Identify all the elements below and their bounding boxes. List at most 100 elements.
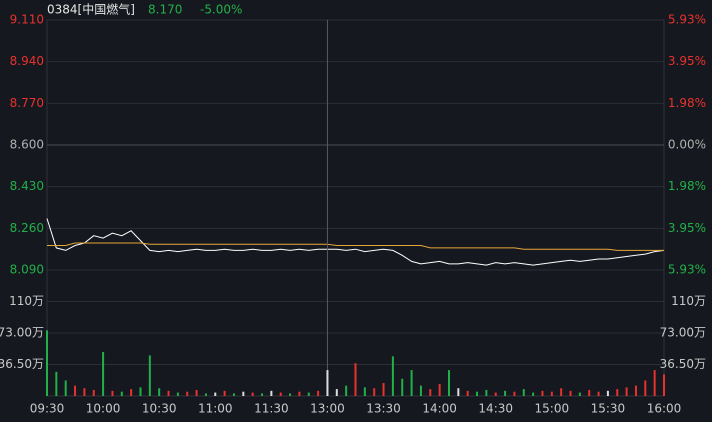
y2-tick-label: 110万 — [671, 294, 706, 308]
volume-bar — [363, 387, 366, 396]
x-tick-label: 15:00 — [535, 402, 570, 416]
x-tick-label: 09:30 — [30, 402, 65, 416]
volume-bar — [139, 387, 142, 396]
volume-bar — [92, 389, 95, 396]
volume-bar — [83, 388, 86, 396]
y-tick-label: 8.770 — [10, 96, 44, 110]
volume-bar — [663, 374, 665, 396]
y2-tick-label: 3.95% — [668, 54, 706, 68]
volume-bar — [541, 390, 544, 396]
volume-bar — [214, 392, 217, 396]
x-tick-label: 13:00 — [310, 402, 345, 416]
y-tick-label: 8.430 — [10, 179, 44, 193]
volume-bar — [494, 392, 497, 396]
volume-bar — [634, 385, 637, 396]
volume-bar — [597, 391, 600, 396]
y2-tick-label: 0.00% — [668, 138, 706, 152]
price-line — [47, 242, 664, 251]
volume-bar — [429, 389, 432, 396]
volume-bar — [354, 363, 357, 396]
volume-bar — [401, 378, 404, 396]
volume-bar — [279, 392, 282, 396]
y-tick-label: 8.090 — [10, 263, 44, 277]
volume-bar — [204, 393, 207, 396]
y-tick-label: 8.940 — [10, 54, 44, 68]
volume-bar — [382, 383, 385, 396]
x-tick-label: 11:30 — [254, 402, 289, 416]
plot-frame — [46, 19, 665, 397]
volume-bar — [410, 370, 413, 396]
volume-bar — [298, 391, 301, 396]
volume-bar — [289, 393, 292, 396]
volume-bar — [102, 351, 105, 396]
volume-bar — [560, 388, 563, 396]
x-tick-label: 11:00 — [198, 402, 233, 416]
volume-bar — [232, 393, 235, 396]
volume-bar — [195, 389, 198, 396]
y2-tick-label: 73.00万 — [660, 326, 706, 340]
volume-bar — [130, 389, 133, 396]
volume-bar — [64, 380, 67, 396]
volume-bar — [513, 391, 516, 396]
y-tick-label: 73.00万 — [0, 326, 44, 340]
volume-bar — [55, 371, 58, 396]
stock-name: 0384[中国燃气] — [47, 2, 135, 17]
y2-tick-label: 3.95% — [668, 221, 706, 235]
volume-bar — [46, 330, 48, 396]
volume-bar — [504, 390, 507, 396]
volume-bar — [242, 391, 245, 396]
x-tick-label: 14:30 — [478, 402, 513, 416]
price-line — [46, 218, 665, 266]
volume-bar — [550, 391, 553, 396]
x-tick-label: 10:30 — [142, 402, 177, 416]
volume-bar — [111, 390, 114, 396]
volume-bar — [466, 390, 469, 396]
volume-bar — [625, 387, 628, 396]
volume-bar — [522, 389, 525, 396]
y-tick-label: 9.110 — [10, 13, 44, 27]
stock-price: 8.170 — [148, 3, 182, 17]
y-tick-label: 110万 — [9, 294, 44, 308]
x-tick-label: 10:00 — [86, 402, 121, 416]
volume-bar — [167, 390, 170, 396]
volume-bar — [653, 370, 656, 396]
volume-bar — [270, 390, 273, 396]
volume-bar — [176, 392, 179, 396]
volume-bar — [578, 392, 581, 396]
volume-bar — [223, 390, 226, 396]
volume-bar — [438, 383, 441, 396]
y2-tick-label: 36.50万 — [660, 357, 706, 371]
volume-bar — [644, 380, 647, 396]
x-tick-label: 16:00 — [647, 402, 682, 416]
volume-bar — [345, 385, 348, 396]
y-tick-label: 36.50万 — [0, 357, 44, 371]
x-tick-label: 14:00 — [422, 402, 457, 416]
volume-bar — [447, 370, 450, 396]
volume-bar — [251, 392, 254, 396]
y2-tick-label: 1.98% — [668, 179, 706, 193]
volume-bar — [158, 388, 161, 396]
volume-bar — [606, 390, 609, 396]
volume-bar — [616, 389, 619, 396]
volume-bar — [485, 389, 488, 396]
y2-tick-label: 5.93% — [668, 263, 706, 277]
volume-bar — [373, 388, 376, 396]
x-tick-label: 13:30 — [366, 402, 401, 416]
volume-bar — [74, 385, 77, 396]
volume-bar — [186, 391, 189, 396]
volume-bar — [391, 356, 394, 396]
stock-change: -5.00% — [200, 3, 242, 17]
volume-bar — [476, 391, 479, 396]
volume-bar — [317, 390, 320, 396]
y-tick-label: 8.600 — [10, 138, 44, 152]
volume-bar — [457, 388, 460, 396]
volume-bar — [335, 389, 338, 396]
volume-bar — [120, 391, 123, 396]
volume-bar — [326, 370, 329, 396]
volume-bar — [307, 392, 310, 396]
y-tick-label: 8.260 — [10, 221, 44, 235]
y2-tick-label: 5.93% — [668, 13, 706, 27]
volume-bar — [588, 389, 591, 396]
